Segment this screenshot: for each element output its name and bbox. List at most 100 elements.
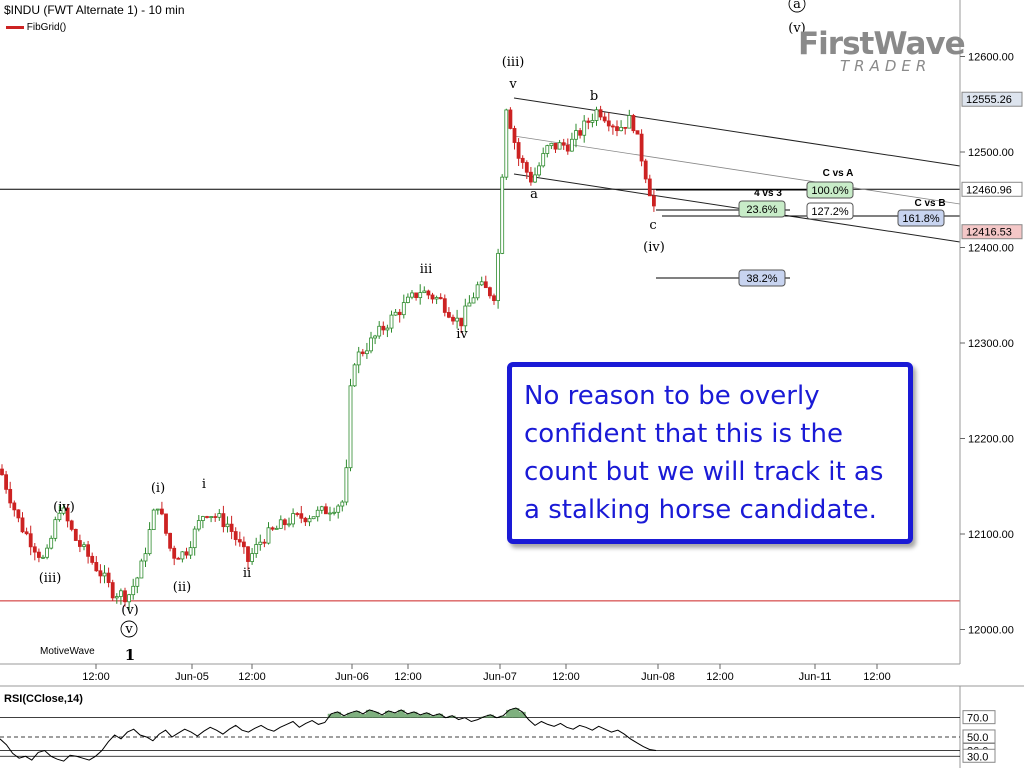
- candle-body: [147, 529, 152, 555]
- fib-level-label: 100.0%: [811, 185, 849, 197]
- fib-title: C vs B: [914, 198, 945, 209]
- candle-body: [459, 317, 464, 327]
- candle-body: [487, 287, 492, 297]
- wave-label: (iv): [53, 500, 75, 515]
- candle-body: [57, 512, 62, 521]
- candle-body: [303, 517, 308, 523]
- candle-body: [635, 130, 640, 135]
- wave-label: 1: [125, 646, 135, 664]
- study-color-swatch: [6, 25, 24, 29]
- price-tag: [961, 181, 1023, 197]
- candle-body: [508, 109, 513, 129]
- candle-body: [135, 577, 140, 587]
- wave-label: (iii): [502, 55, 525, 70]
- candle-body: [430, 294, 435, 300]
- candle-body: [78, 540, 82, 547]
- candle-body: [492, 295, 496, 302]
- candle-body: [53, 519, 58, 539]
- candle-body: [590, 120, 595, 123]
- candle-body: [541, 153, 546, 167]
- wave-label: b: [590, 89, 598, 104]
- x-tick-label: Jun-06: [335, 671, 369, 683]
- wave-label: iii: [420, 262, 432, 277]
- candle-body: [364, 350, 369, 355]
- rsi-title: RSI(CClose,14): [4, 693, 83, 705]
- rsi-line: [0, 707, 657, 762]
- candle-body: [455, 317, 460, 322]
- rsi-level-tag: [962, 710, 996, 725]
- callout-text: No reason to be overly confident that th…: [524, 381, 884, 525]
- price-tag-label: 12460.96: [966, 184, 1012, 196]
- candle-body: [451, 316, 455, 322]
- candle-body: [241, 541, 246, 548]
- candle-body: [570, 138, 574, 152]
- candle-body: [553, 142, 558, 150]
- candle-body: [291, 513, 296, 525]
- candle-body: [274, 527, 279, 530]
- candle-body: [602, 116, 607, 122]
- logo-subtitle: TRADER: [840, 57, 932, 75]
- fib-title: C vs A: [823, 168, 854, 179]
- candle-body: [143, 553, 148, 562]
- y-tick-label: 12300.00: [968, 338, 1014, 350]
- candle-body: [410, 292, 414, 298]
- candle-body: [381, 325, 386, 331]
- candlestick-series: [0, 105, 656, 611]
- candle-body: [545, 145, 550, 154]
- rsi-background: [0, 686, 1024, 768]
- fib-level-box: [806, 181, 854, 199]
- candle-body: [529, 171, 533, 183]
- candle-body: [246, 546, 250, 562]
- candle-body: [311, 516, 316, 520]
- candle-body: [422, 290, 427, 294]
- x-tick-label: 12:00: [863, 671, 891, 683]
- candle-body: [639, 133, 644, 162]
- commentary-callout: No reason to be overly confident that th…: [507, 362, 913, 544]
- price-tag: [961, 91, 1023, 107]
- candle-body: [397, 311, 402, 316]
- candle-body: [196, 520, 201, 530]
- candle-body: [254, 544, 259, 554]
- study-legend: FibGrid(): [6, 22, 66, 33]
- candle-body: [561, 142, 566, 146]
- chart-title: $INDU (FWT Alternate 1) - 10 min: [4, 3, 185, 17]
- price-tag: [961, 224, 1023, 240]
- candle-body: [332, 511, 337, 514]
- candle-body: [319, 506, 324, 511]
- fib-level-label: 127.2%: [811, 206, 849, 218]
- candle-body: [258, 541, 263, 545]
- candle-body: [98, 570, 103, 577]
- candle-body: [123, 590, 127, 603]
- candle-body: [205, 516, 209, 518]
- candle-body: [102, 572, 107, 577]
- candle-body: [164, 513, 168, 534]
- candle-body: [233, 531, 238, 540]
- rsi-level-tag: [962, 748, 996, 763]
- candle-body: [41, 556, 45, 559]
- candle-body: [151, 509, 156, 531]
- candle-body: [168, 532, 173, 549]
- candle-body: [360, 351, 365, 355]
- candle-body: [315, 509, 320, 518]
- x-tick-label: 12:00: [706, 671, 734, 683]
- channel-mid-line: [513, 135, 961, 205]
- wave-label: a: [530, 187, 538, 202]
- candle-body: [348, 385, 353, 469]
- candle-body: [467, 302, 472, 307]
- wave-label: v: [508, 77, 517, 92]
- candle-body: [582, 120, 587, 136]
- candle-body: [250, 553, 255, 562]
- candle-body: [393, 311, 398, 316]
- x-tick-label: Jun-11: [799, 671, 832, 683]
- candle-body: [229, 523, 234, 532]
- candle-body: [24, 531, 29, 535]
- candle-body: [262, 541, 267, 544]
- x-tick-label: 12:00: [552, 671, 580, 683]
- candle-body: [295, 513, 300, 515]
- candle-body: [139, 560, 144, 579]
- candle-body: [356, 351, 361, 366]
- candle-body: [94, 562, 99, 572]
- candle-body: [557, 142, 562, 150]
- candle-body: [352, 364, 357, 387]
- candle-body: [652, 195, 656, 207]
